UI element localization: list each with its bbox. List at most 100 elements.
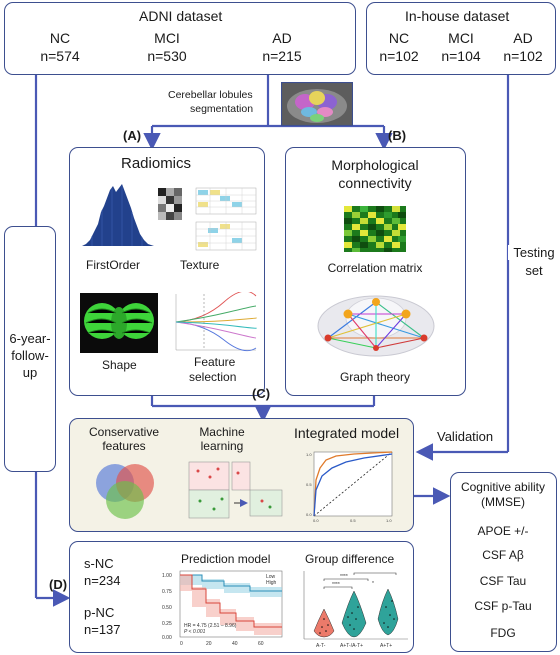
graph-theory-brain-network [317, 295, 435, 357]
prediction-model-title: Prediction model [181, 552, 271, 566]
inhouse-mci-count: n=104 [441, 48, 481, 64]
conservative-features-label-2: features [102, 439, 146, 453]
inhouse-dataset-box: In-house dataset NC n=102 MCI n=104 AD n… [366, 2, 556, 75]
machine-learning-label-1: Machine [199, 425, 245, 439]
apoe-label: APOE +/- [477, 524, 529, 538]
cognitive-title-1: Cognitive ability [460, 480, 546, 494]
csf-tau-label: CSF Tau [479, 574, 527, 588]
adni-ad-label: AD [272, 30, 292, 46]
violin-xtick-2: A+T-/A-T+ [340, 643, 363, 649]
feature-selection-plot [175, 292, 257, 352]
pnc-count: n=137 [84, 622, 121, 637]
violin-sig-2: * [372, 581, 374, 587]
inhouse-mci-label: MCI [448, 30, 474, 46]
cerebellum-shape-image [80, 293, 158, 353]
followup-label-1: 6-year- [9, 331, 51, 346]
correlation-matrix-heatmap [344, 206, 406, 252]
adni-nc-label: NC [49, 30, 71, 46]
snc-count: n=234 [84, 573, 121, 588]
inhouse-ad-label: AD [513, 30, 533, 46]
svg-text:0.0: 0.0 [313, 518, 319, 523]
violin-sig-3: **** [332, 582, 340, 588]
km-hr-text: HR = 4.75 (2.51 – 8.96) [184, 623, 237, 629]
adni-title: ADNI dataset [139, 8, 223, 24]
km-p-text: P < 0.001 [184, 629, 206, 635]
machine-learning-illustration [188, 461, 283, 519]
conservative-features-label-1: Conservative [88, 425, 160, 439]
km-legend-low: Low [266, 574, 276, 580]
svg-text:0.5: 0.5 [350, 518, 356, 523]
km-ytick-3: 0.25 [162, 621, 172, 627]
group-difference-title: Group difference [305, 552, 395, 566]
morph-title-1: Morphological [331, 157, 419, 173]
correlation-matrix-label: Correlation matrix [327, 261, 423, 275]
csf-abeta-label: CSF Aβ [482, 548, 524, 562]
snc-label: s-NC [84, 556, 114, 571]
feature-selection-label-2: selection [189, 370, 237, 384]
adni-ad-count: n=215 [262, 48, 302, 64]
panel-d-tag: (D) [49, 577, 68, 592]
firstorder-histogram [82, 184, 154, 246]
validation-label: Validation [437, 429, 494, 444]
firstorder-label: FirstOrder [86, 258, 140, 272]
csf-ptau-label: CSF p-Tau [474, 599, 532, 613]
cerebellum-segmentation-image [281, 82, 353, 126]
segmentation-label-1: Cerebellar lobules [168, 89, 253, 101]
adni-dataset-box: ADNI dataset NC n=574 MCI n=530 AD n=215 [4, 2, 356, 75]
venn-diagram [96, 464, 154, 519]
radiomics-title: Radiomics [121, 155, 192, 172]
km-ytick-2: 0.50 [162, 605, 172, 611]
panel-c-integration: Conservative features Machine learning I… [69, 418, 414, 532]
km-xtick-3: 60 [258, 641, 264, 647]
inhouse-nc-label: NC [388, 30, 410, 46]
panel-b-tag: (B) [388, 128, 407, 143]
fdg-label: FDG [490, 626, 516, 640]
integrated-model-title: Integrated model [294, 425, 400, 441]
adni-mci-count: n=530 [147, 48, 187, 64]
svg-text:0.0: 0.0 [306, 512, 312, 517]
inhouse-nc-count: n=102 [379, 48, 419, 64]
km-xtick-1: 20 [206, 641, 212, 647]
svg-text:1.0: 1.0 [306, 452, 312, 457]
roc-curve-plot: 1.0 0.5 0.0 0.0 0.5 1.0 [306, 451, 392, 523]
machine-learning-label-2: learning [200, 439, 244, 453]
texture-matrices [158, 187, 257, 251]
testing-set-label-2: set [525, 263, 543, 278]
inhouse-ad-count: n=102 [503, 48, 543, 64]
panel-d-prediction: s-NC n=234 p-NC n=137 Prediction model 1… [69, 541, 414, 653]
km-ytick-4: 0.00 [162, 635, 172, 641]
panel-a-radiomics: Radiomics FirstOrder Texture [69, 147, 265, 396]
km-ytick-0: 1.00 [162, 573, 172, 579]
svg-text:0.5: 0.5 [306, 482, 312, 487]
panel-b-morphological: Morphological connectivity Correlation m… [285, 147, 466, 396]
inhouse-title: In-house dataset [405, 8, 510, 24]
panel-a-tag: (A) [123, 128, 142, 143]
feature-selection-label-1: Feature [194, 355, 236, 369]
cognitive-title-2: (MMSE) [481, 495, 525, 509]
followup-label-3: up [22, 365, 38, 380]
pnc-label: p-NC [84, 605, 115, 620]
svg-text:1.0: 1.0 [386, 518, 392, 523]
morph-title-2: connectivity [338, 175, 412, 191]
km-legend-high: High [266, 580, 277, 586]
segmentation-label-2: segmentation [190, 103, 254, 115]
violin-plot: **** * **** A-T- A+T-/A-T+ A+T+ [303, 571, 408, 649]
violin-xtick-3: A+T+ [380, 643, 392, 649]
panel-c-tag: (C) [252, 386, 271, 401]
violin-xtick-1: A-T- [316, 643, 326, 649]
adni-mci-label: MCI [154, 30, 180, 46]
followup-box: 6-year- follow- up [4, 226, 56, 472]
testing-set-label-1: Testing [508, 245, 560, 260]
followup-label-2: follow- [11, 348, 49, 363]
violin-sig-1: **** [340, 574, 348, 580]
km-xtick-2: 40 [232, 641, 238, 647]
cognitive-biomarker-box: Cognitive ability (MMSE) APOE +/- CSF Aβ… [450, 472, 557, 652]
km-xtick-0: 0 [180, 641, 183, 647]
adni-nc-count: n=574 [40, 48, 80, 64]
km-ytick-1: 0.75 [162, 589, 172, 595]
texture-label: Texture [180, 258, 220, 272]
shape-label: Shape [102, 358, 137, 372]
kaplan-meier-plot: 1.00 0.75 0.50 0.25 0.00 0 20 40 60 Low … [162, 570, 283, 647]
graph-theory-label: Graph theory [339, 370, 411, 384]
